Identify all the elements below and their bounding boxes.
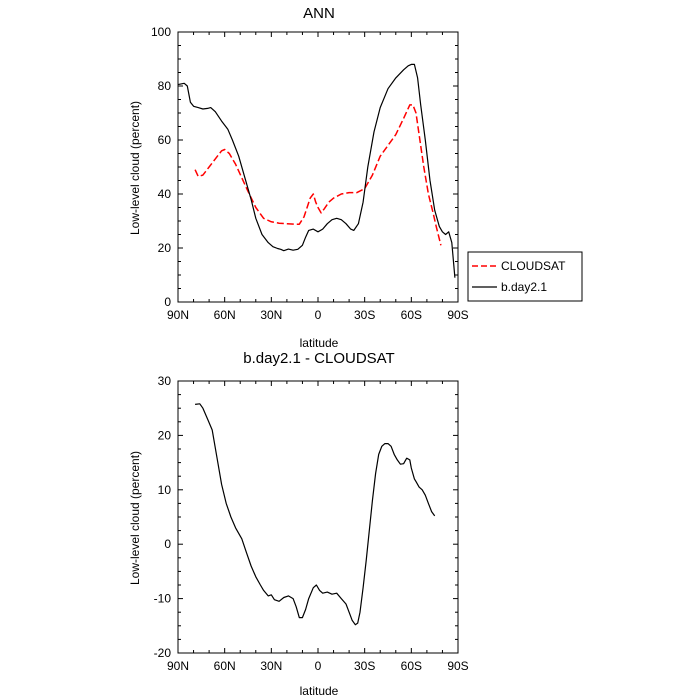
series-layer [177, 63, 456, 278]
series-line-cloudsat [194, 104, 442, 246]
series-layer [195, 403, 436, 626]
x-tick-label: 60N [214, 308, 236, 322]
x-tick-label: 90S [447, 308, 468, 322]
x-tick-label: 90N [167, 659, 189, 673]
legend: CLOUDSAT b.day2.1 [467, 251, 583, 302]
x-axis-label: latitude [300, 336, 339, 350]
x-tick-label: 90N [167, 308, 189, 322]
y-axis-label: Low-level cloud (percent) [128, 451, 142, 585]
legend-label-cloudsat: CLOUDSAT [501, 259, 566, 273]
chart-panel-difference: b.day2.1 - CLOUDSAT Low-level cloud (per… [128, 350, 469, 698]
y-tick-label: 100 [151, 25, 171, 39]
y-tick-label: 20 [158, 241, 172, 255]
chart-panel-annual: ANN Low-level cloud (percent) latitude 0… [128, 5, 469, 350]
x-tick-label: 0 [315, 308, 322, 322]
y-axis-label: Low-level cloud (percent) [128, 101, 142, 235]
x-tick-label: 30S [354, 659, 375, 673]
y-axis-ticks: 0 20 40 60 80 100 [151, 25, 458, 309]
plot-frame [177, 31, 459, 303]
y-tick-label: 60 [158, 133, 172, 147]
chart-title: b.day2.1 - CLOUDSAT [243, 350, 394, 367]
x-tick-label: 60S [401, 308, 422, 322]
x-tick-label: 30N [260, 659, 282, 673]
legend-box [467, 251, 583, 302]
y-tick-label: 0 [164, 537, 171, 551]
x-axis-ticks: 90N 60N 30N 0 30S 60S 90S [167, 32, 469, 322]
y-tick-label: 10 [158, 483, 172, 497]
x-tick-label: 60S [401, 659, 422, 673]
y-tick-label: -10 [154, 592, 172, 606]
x-axis-ticks: 90N 60N 30N 0 30S 60S 90S [167, 381, 469, 673]
x-tick-label: 30N [260, 308, 282, 322]
x-tick-label: 60N [214, 659, 236, 673]
y-axis-ticks: -20 -10 0 10 20 30 [154, 374, 458, 660]
y-tick-label: 80 [158, 79, 172, 93]
x-tick-label: 90S [447, 659, 468, 673]
y-tick-label: 40 [158, 187, 172, 201]
legend-item-model: b.day2.1 [472, 280, 547, 294]
y-tick-label: -20 [154, 646, 172, 660]
y-tick-label: 30 [158, 374, 172, 388]
plot-frame [177, 380, 459, 654]
y-tick-label: 20 [158, 428, 172, 442]
x-axis-label: latitude [300, 684, 339, 698]
legend-label-model: b.day2.1 [501, 280, 547, 294]
series-line-b-day2-1 [177, 63, 456, 278]
x-tick-label: 30S [354, 308, 375, 322]
x-tick-label: 0 [315, 659, 322, 673]
legend-item-cloudsat: CLOUDSAT [472, 259, 566, 273]
y-tick-label: 0 [164, 295, 171, 309]
series-line-b-day2-1-cloudsat [195, 403, 436, 626]
chart-title: ANN [303, 5, 335, 22]
